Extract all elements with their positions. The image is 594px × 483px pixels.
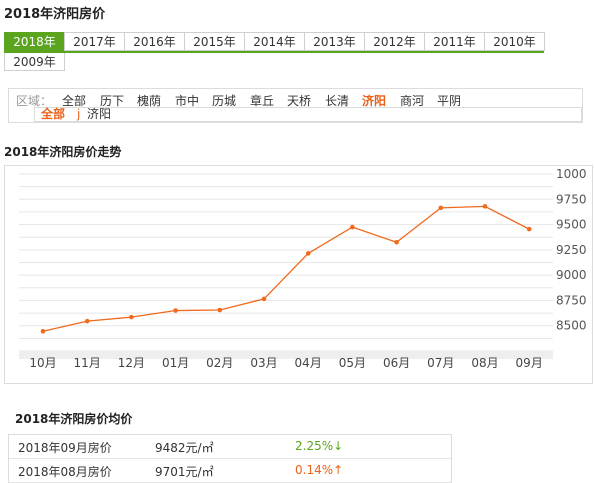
x-axis-band <box>19 351 553 359</box>
region-item[interactable]: 槐荫 <box>137 94 162 108</box>
region-item[interactable]: 历城 <box>212 94 237 108</box>
y-tick-label: 9750 <box>556 192 587 206</box>
region-item[interactable]: 济阳 <box>362 94 387 108</box>
avg-price: 9482元/㎡ <box>155 441 214 455</box>
data-point <box>482 204 488 209</box>
data-point <box>305 251 311 256</box>
region-item[interactable]: 章丘 <box>250 94 275 108</box>
tab-year[interactable]: 2010年 <box>484 32 545 51</box>
tab-year[interactable]: 2016年 <box>124 32 185 51</box>
region-item[interactable]: 长清 <box>325 94 350 108</box>
avg-change: 0.14%↑ <box>295 463 344 477</box>
x-tick-label: 06月 <box>383 356 410 370</box>
price-trend-chart: 1000 9750 9500 9250 9000 8750 8500 10月 11月 12月 01月… <box>4 165 593 384</box>
tab-year[interactable]: 2017年 <box>64 32 125 51</box>
y-tick-label: 9500 <box>556 218 587 232</box>
y-tick-label: 9250 <box>556 243 587 257</box>
y-tick-label: 9000 <box>556 268 587 282</box>
data-point <box>261 296 267 302</box>
avg-month: 2018年09月房价 <box>18 441 112 455</box>
tab-year[interactable]: 2013年 <box>304 32 365 51</box>
sub-region-separator: j <box>77 107 81 121</box>
data-point <box>84 318 90 324</box>
avg-change: 2.25%↓ <box>295 439 344 453</box>
tab-year[interactable]: 2012年 <box>364 32 425 51</box>
table-row: 2018年08月房价 9701元/㎡ 0.14%↑ <box>9 459 451 483</box>
x-tick-label: 02月 <box>206 356 233 370</box>
y-tick-label: 1000 <box>556 167 587 181</box>
tab-year[interactable]: 2018年 <box>4 32 65 51</box>
x-tick-label: 11月 <box>74 356 101 370</box>
x-tick-label: 03月 <box>250 356 277 370</box>
sub-region-item-all[interactable]: 全部 <box>41 107 66 121</box>
chart-svg: 1000 9750 9500 9250 9000 8750 8500 10月 11月 12月 01月… <box>19 167 587 370</box>
sub-region-row: 全部 j 济阳 <box>34 107 582 122</box>
x-tick-label: 05月 <box>339 356 366 370</box>
region-item[interactable]: 历下 <box>100 94 125 108</box>
year-tabs-underline <box>4 51 544 53</box>
x-tick-label: 10月 <box>29 356 56 370</box>
sub-region-item-jiyang[interactable]: 济阳 <box>87 107 112 121</box>
x-tick-label: 04月 <box>295 356 322 370</box>
data-point <box>217 307 223 313</box>
avg-month: 2018年08月房价 <box>18 465 112 479</box>
x-tick-label: 12月 <box>118 356 145 370</box>
tab-year[interactable]: 2014年 <box>244 32 305 51</box>
region-item[interactable]: 商河 <box>400 94 425 108</box>
tab-year[interactable]: 2009年 <box>4 52 65 71</box>
data-point <box>350 224 355 230</box>
x-tick-label: 09月 <box>516 356 543 370</box>
averages-table: 2018年09月房价 9482元/㎡ 2.25%↓ 2018年08月房价 970… <box>8 434 452 483</box>
table-row: 2018年09月房价 9482元/㎡ 2.25%↓ <box>9 435 451 459</box>
data-point <box>129 314 134 320</box>
region-label: 区域： <box>16 94 53 108</box>
tab-year[interactable]: 2015年 <box>184 32 245 51</box>
data-point <box>173 308 178 313</box>
x-tick-label: 08月 <box>471 356 498 370</box>
x-tick-label: 07月 <box>427 356 454 370</box>
data-point <box>394 239 399 245</box>
region-item[interactable]: 天桥 <box>287 94 312 108</box>
region-item[interactable]: 全部 <box>62 94 87 108</box>
series-line <box>42 205 530 332</box>
tab-year[interactable]: 2011年 <box>424 32 485 51</box>
region-item[interactable]: 平阴 <box>437 94 462 108</box>
page-title: 2018年济阳房价 <box>4 7 106 22</box>
region-item[interactable]: 市中 <box>175 94 200 108</box>
x-tick-label: 01月 <box>162 356 189 370</box>
trend-title: 2018年济阳房价走势 <box>4 145 122 159</box>
y-tick-label: 8750 <box>556 293 587 307</box>
data-point <box>40 328 46 334</box>
data-point <box>438 205 444 211</box>
y-tick-label: 8500 <box>556 319 587 333</box>
avg-price: 9701元/㎡ <box>155 465 214 479</box>
averages-title: 2018年济阳房价均价 <box>15 412 133 426</box>
data-point <box>526 226 532 232</box>
region-filter: 区域： 全部 历下 槐荫 市中 历城 章丘 天桥 长清 济阳 商河 平阴 全部 j 济阳 <box>8 88 583 123</box>
